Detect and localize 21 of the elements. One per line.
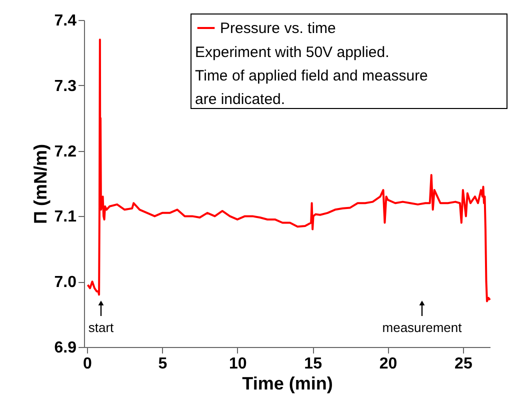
- x-tick-label: 20: [379, 356, 398, 372]
- y-tick-label: 7.4: [54, 12, 77, 30]
- annotation: Experiment with 50V applied.: [195, 44, 390, 61]
- x-tick-label: 15: [304, 356, 322, 372]
- annotation: measurement: [382, 320, 462, 335]
- annotation: are indicated.: [195, 91, 286, 108]
- y-tick-label: 7.3: [54, 78, 77, 95]
- y-tick-label: 7.0: [54, 274, 77, 292]
- y-tick-label: 7.1: [54, 208, 77, 226]
- x-tick-label: 10: [228, 356, 247, 372]
- x-tick-label: 5: [158, 356, 168, 372]
- y-axis-title: Π (mN/m): [30, 144, 50, 224]
- y-tick-label: 6.9: [54, 340, 77, 356]
- x-tick-label: 25: [454, 356, 472, 372]
- annotation: start: [88, 320, 114, 335]
- legend-label: Pressure vs. time: [220, 20, 336, 37]
- line-series: [86, 38, 491, 302]
- annotation: Time of applied field and meassure: [195, 68, 428, 84]
- y-tick-label: 7.2: [54, 143, 77, 160]
- x-axis-title: Time (min): [242, 374, 333, 394]
- x-tick-label: 0: [83, 356, 92, 372]
